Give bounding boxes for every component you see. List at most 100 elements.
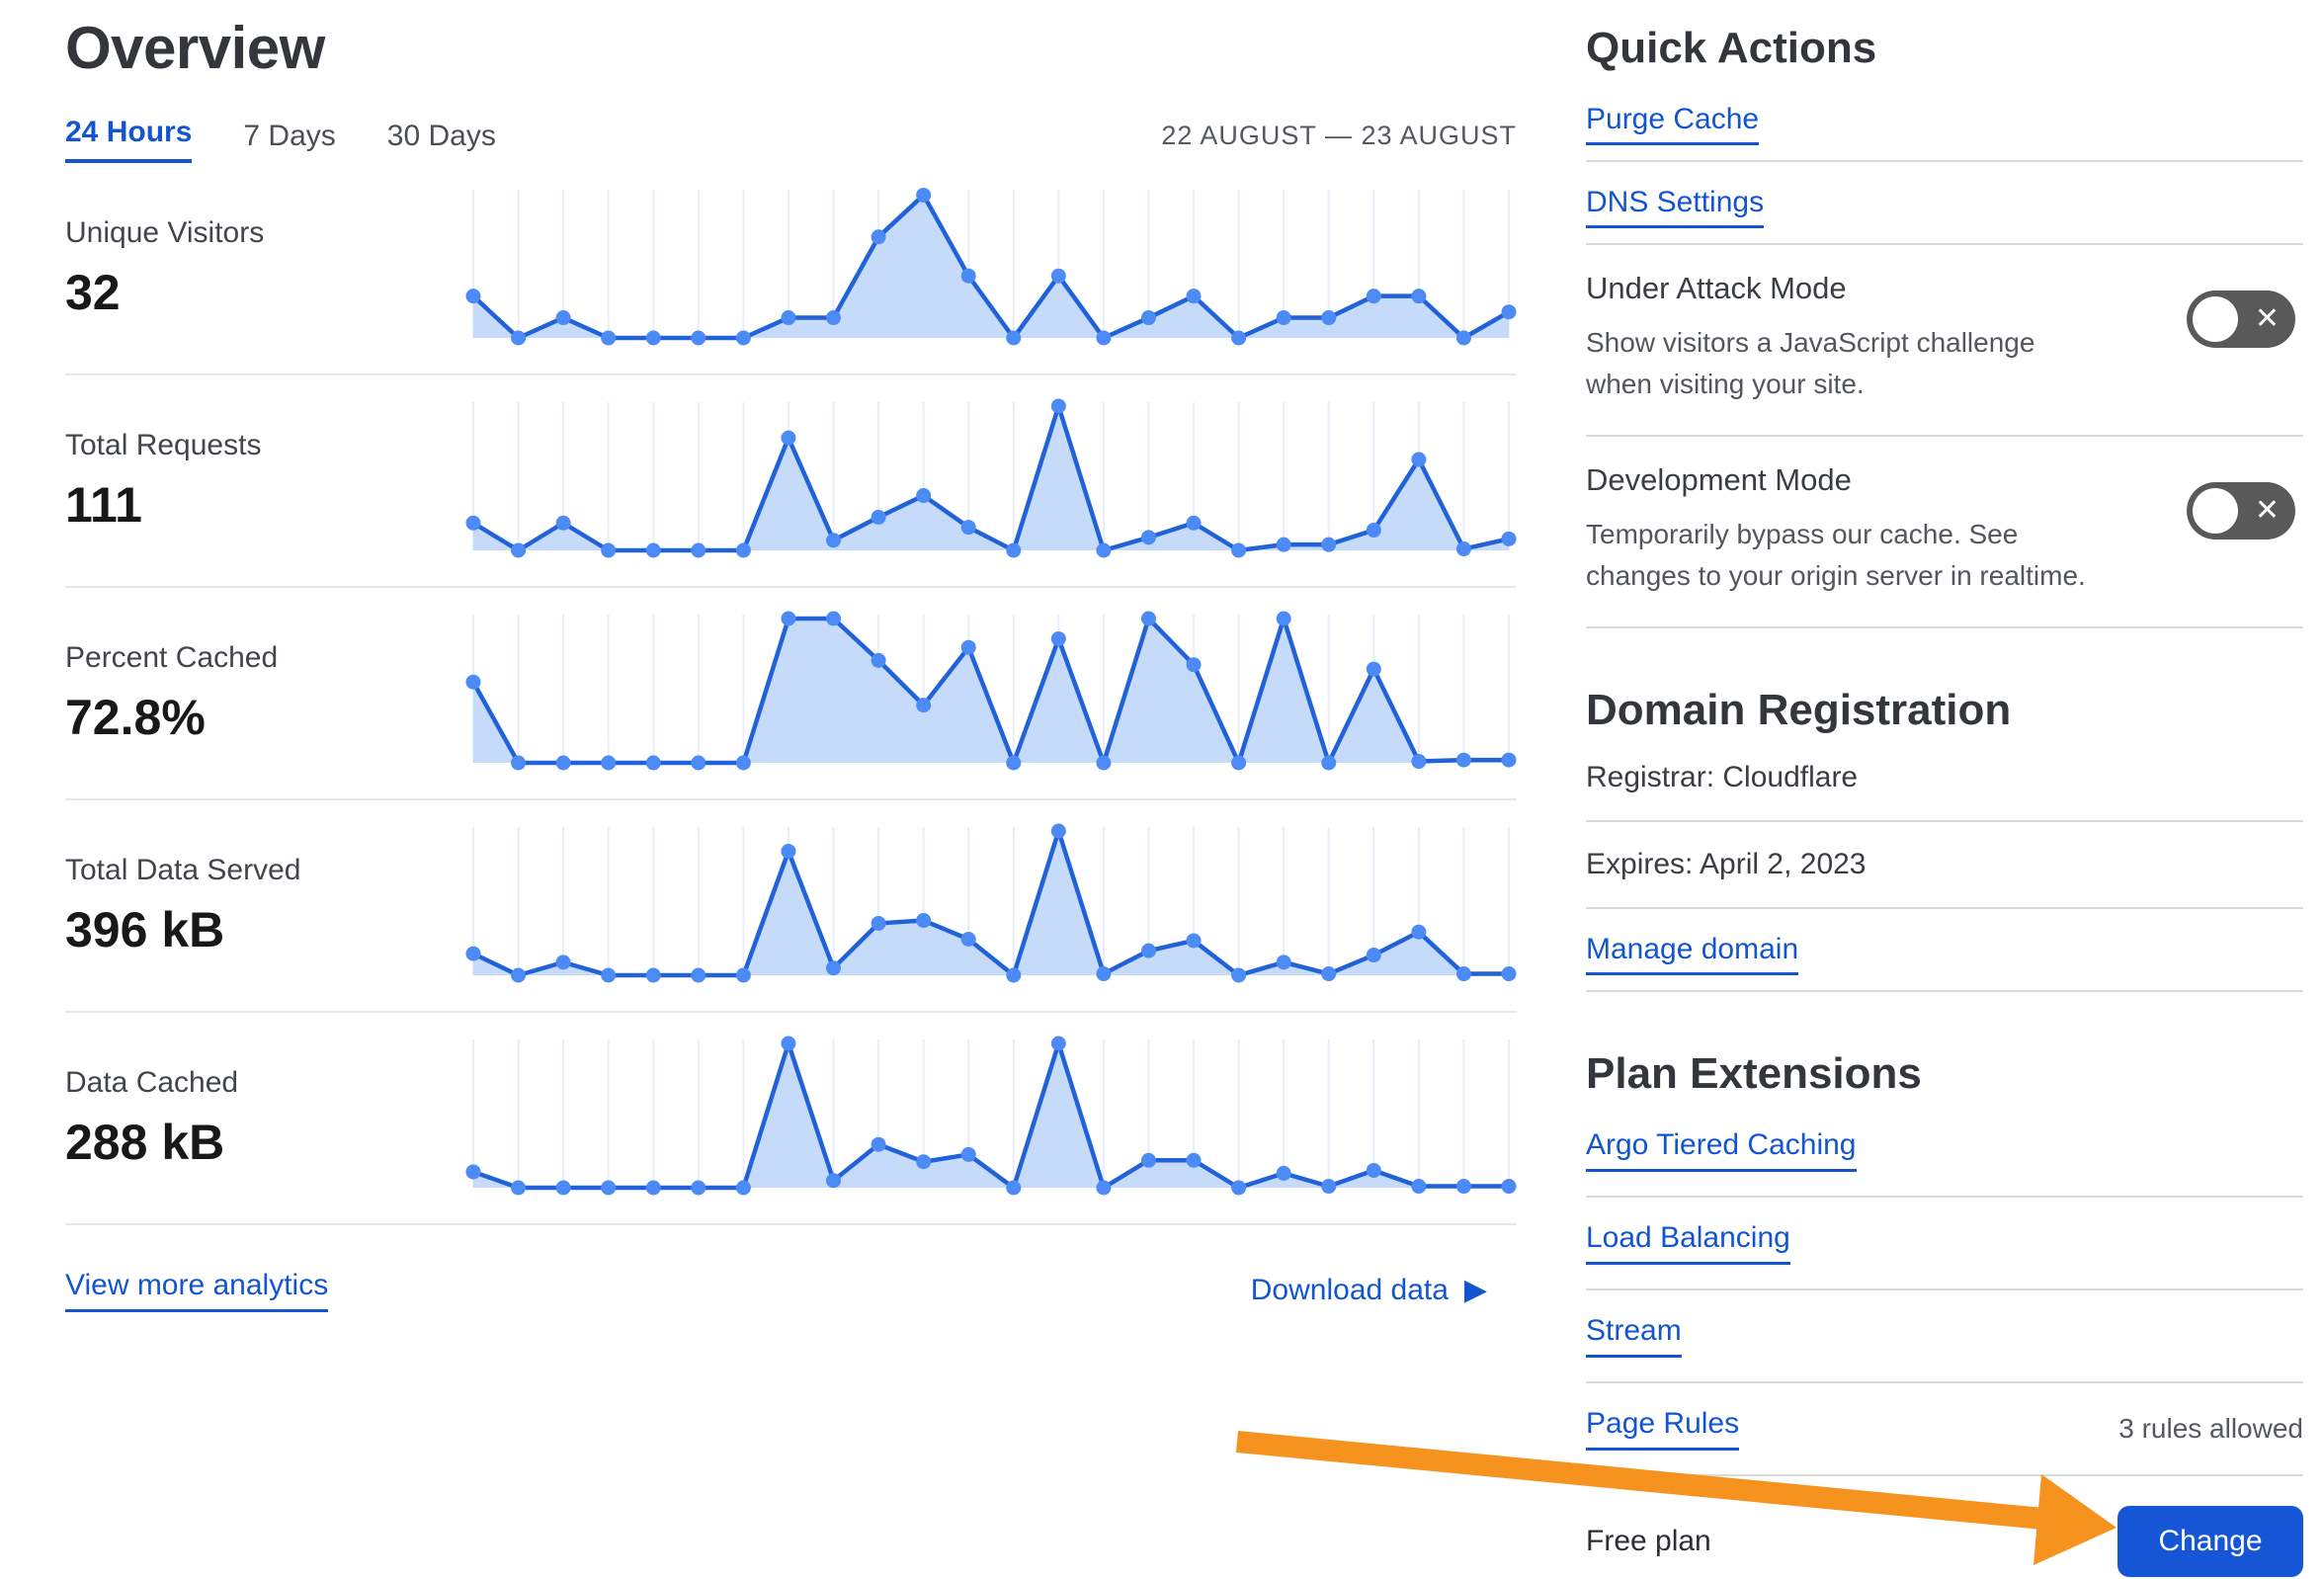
sparkline-dot bbox=[465, 674, 481, 690]
sparkline-dot bbox=[1411, 289, 1427, 304]
sparkline-dot bbox=[960, 932, 976, 947]
sparkline-chart-total-data-served[interactable] bbox=[465, 821, 1517, 987]
sparkline-area bbox=[473, 831, 1509, 975]
sparkline-dot bbox=[1455, 752, 1471, 768]
sparkline-dot bbox=[1231, 330, 1247, 346]
sidebar: Quick Actions Purge Cache DNS Settings U… bbox=[1586, 24, 2303, 1577]
date-range-label: 22 AUGUST — 23 AUGUST bbox=[1161, 121, 1517, 150]
chart-value: 396 kB bbox=[65, 901, 225, 957]
chart-meta: Data Cached 288 kB bbox=[65, 1066, 465, 1171]
sparkline-dot bbox=[960, 639, 976, 655]
change-plan-button[interactable]: Change bbox=[2117, 1506, 2303, 1577]
chart-row-total-requests: Total Requests 111 bbox=[65, 375, 1517, 588]
x-icon: ✕ bbox=[2254, 494, 2280, 527]
sparkline-area bbox=[473, 619, 1509, 763]
sparkline-dot bbox=[1006, 542, 1022, 558]
sparkline-chart-percent-cached[interactable] bbox=[465, 609, 1517, 775]
sparkline-dot bbox=[735, 1180, 751, 1196]
plan-row: Free plan Change bbox=[1586, 1506, 2303, 1577]
time-range-tabs: 24 Hours 7 Days 30 Days 22 AUGUST — 23 A… bbox=[65, 116, 1517, 163]
load-balancing-link[interactable]: Load Balancing bbox=[1586, 1221, 1790, 1265]
development-mode-label: Development Mode bbox=[1586, 462, 1852, 497]
quick-action-row: Purge Cache bbox=[1586, 73, 2303, 162]
sparkline-dot bbox=[1186, 657, 1202, 673]
sparkline-dot bbox=[1186, 1152, 1202, 1168]
purge-cache-link[interactable]: Purge Cache bbox=[1586, 103, 1760, 145]
sparkline-dot bbox=[916, 488, 932, 504]
sparkline-dot bbox=[601, 330, 617, 346]
sparkline-dot bbox=[1096, 542, 1112, 558]
sparkline-line bbox=[472, 828, 1509, 978]
toggle-knob bbox=[2193, 296, 2238, 342]
sparkline-area bbox=[473, 195, 1509, 338]
sparkline-dot bbox=[465, 289, 481, 304]
sparkline-dot bbox=[916, 1154, 932, 1170]
chart-label: Data Cached bbox=[65, 1065, 239, 1099]
view-more-analytics-link[interactable]: View more analytics bbox=[65, 1269, 329, 1312]
download-data-label: Download data bbox=[1250, 1274, 1449, 1306]
sparkline-dot bbox=[826, 533, 842, 548]
sparkline-dot bbox=[691, 330, 706, 346]
sparkline-dot bbox=[1050, 630, 1066, 646]
sparkline-dot bbox=[781, 310, 796, 326]
chart-meta: Total Data Served 396 kB bbox=[65, 854, 465, 958]
manage-domain-row: Manage domain bbox=[1586, 909, 2303, 992]
sparkline-dot bbox=[1411, 1179, 1427, 1195]
dns-settings-link[interactable]: DNS Settings bbox=[1586, 186, 1765, 228]
sparkline-dot bbox=[871, 509, 886, 525]
tab-24-hours[interactable]: 24 Hours bbox=[65, 116, 193, 163]
sparkline-dot bbox=[1411, 754, 1427, 770]
sparkline-dot bbox=[555, 955, 571, 970]
sparkline-dot bbox=[1366, 1162, 1381, 1178]
sparkline-dot bbox=[511, 1180, 527, 1196]
stream-link[interactable]: Stream bbox=[1586, 1314, 1682, 1358]
chart-value: 111 bbox=[65, 476, 142, 533]
sparkline-dot bbox=[601, 967, 617, 983]
chart-row-data-cached: Data Cached 288 kB bbox=[65, 1013, 1517, 1225]
development-mode-toggle[interactable]: ✕ bbox=[2187, 482, 2295, 540]
registrar-value: Registrar: Cloudflare bbox=[1586, 761, 1859, 793]
sparkline-dot bbox=[1276, 955, 1291, 970]
sparkline-dot bbox=[465, 515, 481, 531]
sparkline-dot bbox=[1096, 1180, 1112, 1196]
sparkline-dot bbox=[1140, 611, 1156, 626]
under-attack-mode-toggle[interactable]: ✕ bbox=[2187, 291, 2295, 348]
argo-tiered-caching-link[interactable]: Argo Tiered Caching bbox=[1586, 1128, 1857, 1172]
sparkline-dot bbox=[1455, 966, 1471, 982]
sparkline-line bbox=[471, 616, 1509, 766]
sparkline-dot bbox=[826, 1173, 842, 1189]
sparkline-chart-data-cached[interactable] bbox=[465, 1034, 1517, 1200]
sparkline-dot bbox=[1050, 398, 1066, 414]
manage-domain-link[interactable]: Manage domain bbox=[1586, 933, 1799, 975]
sparkline-dot bbox=[1186, 933, 1202, 949]
page-rules-link[interactable]: Page Rules bbox=[1586, 1407, 1740, 1451]
sparkline-dot bbox=[960, 1146, 976, 1162]
sparkline-dot bbox=[735, 755, 751, 771]
sparkline-chart-total-requests[interactable] bbox=[465, 396, 1517, 562]
sparkline-dot bbox=[735, 330, 751, 346]
download-data-link[interactable]: Download data ▶ bbox=[1251, 1274, 1487, 1307]
sparkline-dot bbox=[1096, 755, 1112, 771]
sparkline-dot bbox=[1186, 289, 1202, 304]
plan-extension-row: Load Balancing bbox=[1586, 1198, 2303, 1290]
sparkline-dot bbox=[1501, 1179, 1517, 1195]
sparkline-dot bbox=[1231, 755, 1247, 771]
plan-extension-row: Page Rules 3 rules allowed bbox=[1586, 1383, 2303, 1476]
tab-7-days[interactable]: 7 Days bbox=[243, 120, 336, 152]
sparkline-dot bbox=[916, 698, 932, 713]
sparkline-dot bbox=[1096, 966, 1112, 982]
sparkline-area bbox=[473, 406, 1509, 550]
sparkline-dot bbox=[691, 542, 706, 558]
tab-30-days[interactable]: 30 Days bbox=[386, 120, 496, 152]
x-icon: ✕ bbox=[2254, 302, 2280, 335]
sparkline-chart-unique-visitors[interactable] bbox=[465, 184, 1517, 350]
sparkline-dot bbox=[960, 268, 976, 284]
plan-extension-row: Argo Tiered Caching bbox=[1586, 1099, 2303, 1198]
sparkline-dot bbox=[1321, 755, 1337, 771]
sparkline-dot bbox=[1501, 966, 1517, 982]
sparkline-dot bbox=[1231, 1180, 1247, 1196]
chart-meta: Percent Cached 72.8% bbox=[65, 641, 465, 746]
sparkline-dot bbox=[1366, 289, 1381, 304]
sparkline-dot bbox=[1140, 530, 1156, 545]
sparkline-dot bbox=[1411, 452, 1427, 467]
